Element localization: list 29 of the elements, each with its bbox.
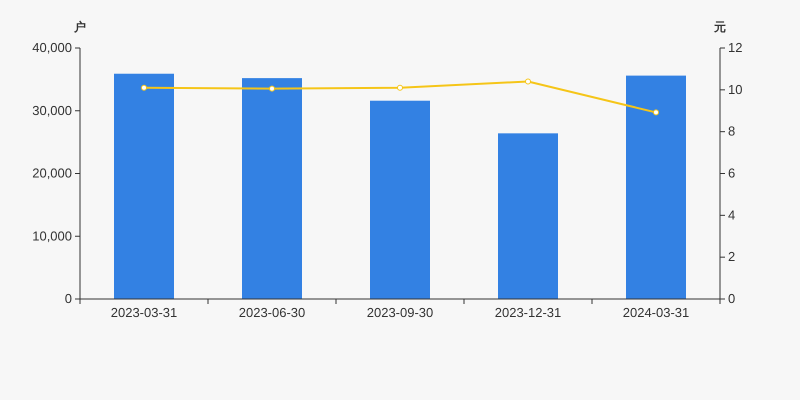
- point: [141, 84, 147, 91]
- bar: [498, 133, 558, 299]
- point: [269, 86, 275, 92]
- bar: [114, 74, 174, 299]
- y2-tick-label: 10: [728, 82, 742, 97]
- x-tick-label: 2023-12-31: [494, 305, 562, 320]
- point: [397, 84, 403, 91]
- x-tick-label: 2023-03-31: [110, 305, 178, 320]
- y-axis-title: 户: [73, 20, 86, 34]
- y-tick-label: 20,000: [32, 166, 72, 180]
- bar: [626, 76, 686, 299]
- point: [525, 78, 531, 84]
- bar: [242, 78, 302, 299]
- x-tick-label: 2024-03-31: [622, 305, 690, 320]
- y-tick-label: 10,000: [32, 228, 72, 244]
- x-tick-label: 2023-09-30: [366, 305, 434, 320]
- y2-tick-label: 2: [728, 249, 736, 264]
- y2-tick-label: 12: [728, 40, 742, 55]
- y2-tick-label: 8: [728, 124, 736, 139]
- y-tick-label: 0: [64, 291, 72, 306]
- y2-tick-label: 4: [728, 207, 736, 222]
- x-tick-label: 2023-06-30: [238, 305, 306, 320]
- y2-tick-label: 6: [728, 166, 736, 180]
- y-tick-label: 30,000: [32, 102, 72, 118]
- y2-tick-label: 0: [728, 291, 736, 306]
- y-tick-label: 40,000: [32, 40, 72, 55]
- y2-axis-title: 元: [713, 20, 726, 34]
- point: [653, 109, 659, 116]
- bar: [370, 100, 430, 299]
